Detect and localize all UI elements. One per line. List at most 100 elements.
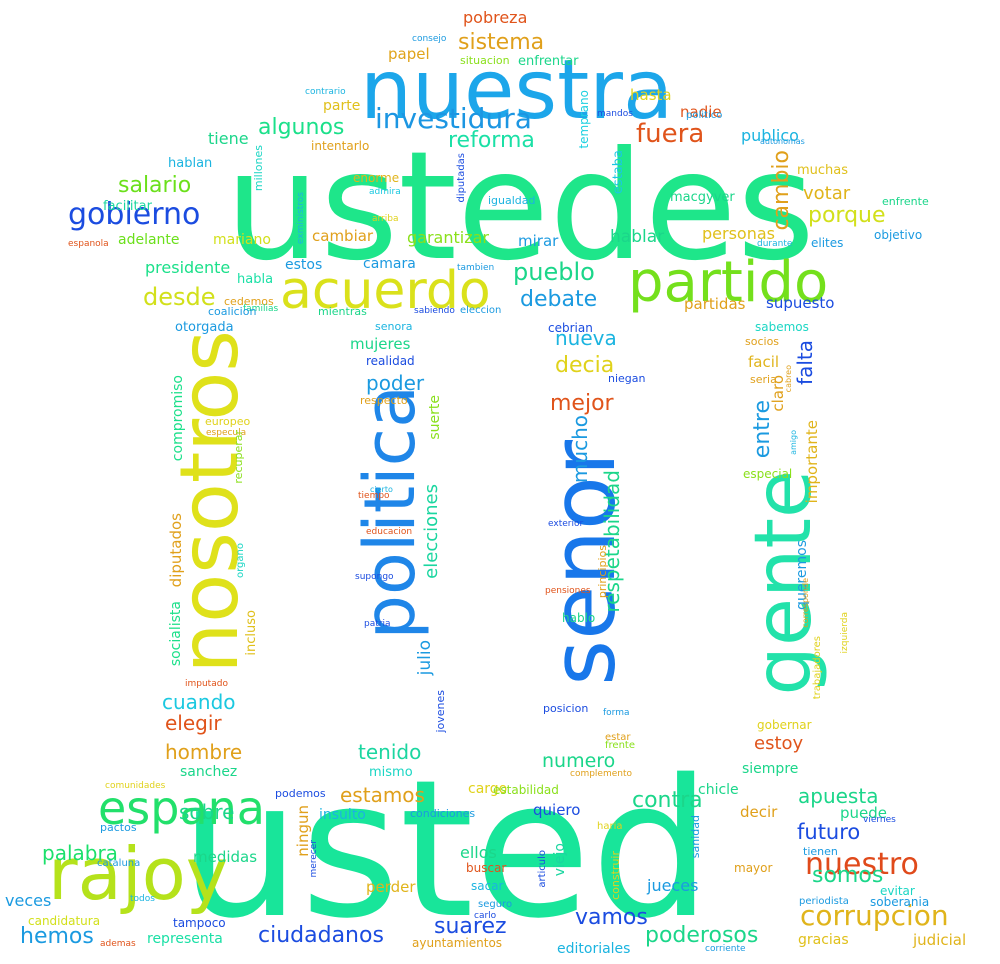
word-cuando: cuando	[162, 690, 236, 714]
word-facil: facil	[748, 353, 780, 371]
word-importante: importante	[803, 420, 821, 504]
word-todos: todos	[130, 894, 155, 904]
word-decia: decia	[555, 353, 615, 378]
word-educacion: educacion	[366, 527, 413, 537]
word-condiciones: condiciones	[410, 807, 476, 820]
word-estaba: estaba	[611, 150, 626, 195]
word-cabreo: cabreo	[784, 365, 793, 393]
word-temprano: temprano	[577, 90, 591, 149]
word-perder: perder	[366, 878, 416, 896]
word-organo: organo	[235, 543, 246, 578]
word-camara: camara	[363, 256, 416, 272]
word-principios: principios	[596, 545, 609, 599]
word-cierto: cierto	[370, 485, 393, 494]
word-senora: senora	[375, 320, 413, 333]
word-merecer: merecer	[309, 840, 319, 878]
word-recuperar: recuperar	[232, 430, 245, 484]
word-entre: entre	[750, 400, 775, 459]
word-sistema: sistema	[458, 30, 545, 55]
word-eleccion: eleccion	[460, 305, 502, 316]
word-nuestro: nuestro	[805, 847, 919, 882]
word-personas: personas	[702, 224, 775, 243]
word-contra: contra	[632, 788, 703, 813]
word-respecto: respecto	[360, 394, 408, 407]
word-rajoy: rajoy	[48, 832, 229, 916]
word-arriba: arriba	[372, 214, 399, 224]
word-corrupcion: corrupcion	[800, 899, 949, 932]
word-tiene: tiene	[208, 129, 249, 148]
word-autonomas: autonomas	[760, 137, 805, 146]
word-investidura: investidura	[375, 102, 532, 135]
word-hombre: hombre	[165, 740, 243, 764]
word-usted: usted	[180, 739, 712, 960]
word-falta: falta	[793, 340, 817, 385]
word-pensiones: pensiones	[545, 586, 591, 596]
word-publico: publico	[741, 126, 799, 145]
word-suerte: suerte	[427, 395, 443, 440]
word-quiero: quiero	[533, 801, 581, 819]
word-nuestra: nuestra	[360, 43, 674, 138]
word-ademas: ademas	[100, 939, 136, 949]
word-soberania: soberania	[870, 895, 930, 909]
word-seria: seria	[750, 373, 777, 386]
word-ellos: ellos	[460, 843, 497, 862]
word-puede: puede	[840, 804, 888, 822]
word-ustedes: ustedes	[225, 120, 815, 294]
word-corresponde: corresponde	[801, 578, 810, 628]
word-carlo: carlo	[474, 911, 497, 921]
word-elecciones: elecciones	[421, 484, 442, 579]
word-representa: representa	[147, 931, 223, 947]
word-cambiar: cambiar	[312, 227, 374, 245]
word-diputados: diputados	[167, 513, 185, 588]
word-exministros: exministros	[296, 192, 306, 245]
word-gobierno: gobierno	[68, 197, 201, 232]
word-estabilidad: estabilidad	[493, 783, 559, 797]
word-mayor: mayor	[734, 861, 773, 875]
word-enfrentar: enfrentar	[518, 54, 579, 69]
word-forma: forma	[603, 708, 630, 718]
word-socialista: socialista	[168, 601, 184, 667]
word-mariano: mariano	[213, 232, 271, 248]
word-parte: parte	[323, 98, 361, 114]
word-tenido: tenido	[358, 740, 422, 764]
word-situacion: situacion	[460, 54, 510, 67]
word-mientras: mientras	[318, 305, 367, 318]
word-construir: construir	[609, 851, 622, 900]
word-politica: politica	[349, 385, 431, 640]
word-votar: votar	[803, 183, 851, 204]
word-sanchez: sanchez	[180, 764, 238, 780]
word-tienen: tienen	[803, 845, 838, 858]
word-realidad: realidad	[366, 354, 415, 368]
word-muchas: muchas	[797, 163, 849, 178]
word-estar: estar	[605, 732, 631, 743]
word-mujeres: mujeres	[350, 335, 411, 353]
word-izquierda: izquierda	[840, 612, 850, 654]
word-objetivo: objetivo	[874, 228, 923, 242]
word-diputadas: diputadas	[456, 153, 467, 203]
word-pactos: pactos	[100, 821, 137, 834]
word-estamos: estamos	[340, 783, 425, 807]
word-poderosos: poderosos	[645, 923, 759, 948]
word-mismo: mismo	[369, 765, 413, 780]
word-acuerdo: acuerdo	[280, 261, 491, 321]
word-cargo: cargo	[468, 781, 508, 797]
word-hablar: hablar	[610, 227, 665, 247]
word-trabajadores: trabajadores	[812, 636, 823, 700]
word-intentarlo: intentarlo	[311, 139, 370, 153]
word-mirar: mirar	[518, 232, 559, 250]
word-candidatura: candidatura	[28, 914, 101, 928]
word-enorme: enorme	[353, 171, 400, 185]
word-salario: salario	[118, 173, 192, 198]
word-editoriales: editoriales	[557, 941, 631, 957]
word-haria: haria	[597, 821, 623, 832]
word-chicle: chicle	[698, 782, 739, 798]
word-coalicion: coalicion	[208, 305, 257, 318]
word-comunidades: comunidades	[105, 781, 166, 791]
word-veces: veces	[5, 891, 52, 910]
word-viernes: viernes	[863, 815, 896, 825]
word-familias: familias	[243, 304, 279, 314]
word-europeo: europeo	[205, 415, 251, 428]
word-medidas: medidas	[193, 848, 258, 866]
word-papel: papel	[388, 45, 430, 63]
